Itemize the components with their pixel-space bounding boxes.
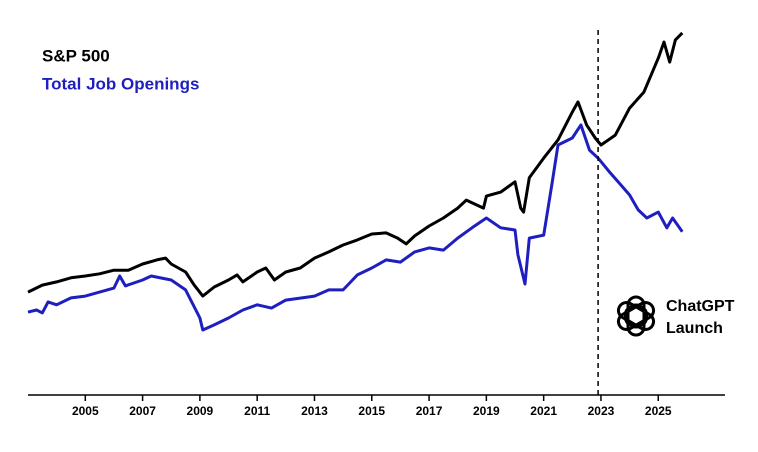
x-tick-label: 2015 (358, 404, 385, 418)
annotation-label: ChatGPT (666, 298, 735, 315)
x-tick-label: 2021 (530, 404, 557, 418)
x-tick-label: 2013 (301, 404, 328, 418)
legend-label: S&P 500 (42, 46, 110, 65)
annotation-label: Launch (666, 320, 723, 337)
x-tick-label: 2019 (473, 404, 500, 418)
x-tick-label: 2009 (187, 404, 214, 418)
series-line (27, 123, 684, 332)
x-tick-label: 2011 (244, 404, 270, 418)
x-tick-label: 2005 (72, 404, 99, 418)
legend-label: Total Job Openings (42, 74, 199, 93)
openai-logo (616, 295, 656, 337)
x-tick-label: 2017 (416, 404, 443, 418)
x-tick-label: 2023 (588, 404, 615, 418)
series-line (27, 31, 684, 298)
x-tick-label: 2025 (645, 404, 672, 418)
x-tick-label: 2007 (129, 404, 156, 418)
